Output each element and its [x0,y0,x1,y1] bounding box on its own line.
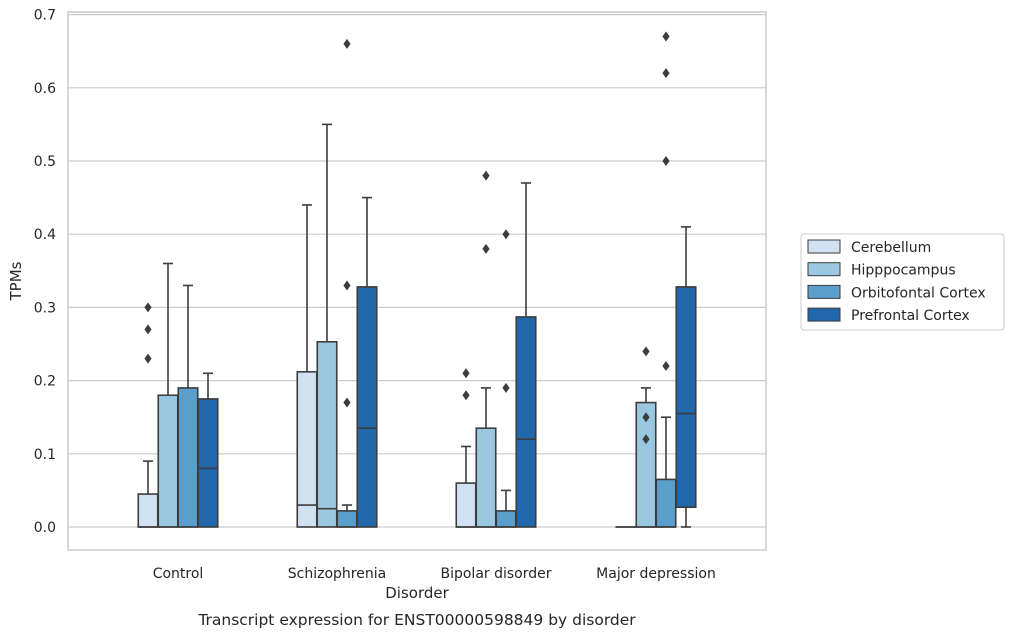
outlier-point [343,397,351,408]
outlier-point [502,229,510,240]
outlier-point [343,38,351,49]
chart-caption: Transcript expression for ENST0000059884… [197,611,636,629]
box-body [316,341,338,528]
x-tick-labels: Control Schizophrenia Bipolar disorder Majo… [153,566,716,582]
box-body [197,398,219,528]
box-body [177,387,199,528]
outlier-point [642,412,650,423]
x-tick-label: Control [153,566,204,582]
outlier-point [144,324,152,335]
box-body [356,286,378,528]
legend-frame [800,233,1005,331]
box-hipppocampus [635,346,657,528]
outlier-point [343,280,351,291]
box-orbitofontal-cortex [336,38,358,528]
legend-swatch [807,284,841,299]
legend-swatch [807,239,841,254]
box-body [475,427,497,528]
legend-label: Prefrontal Cortex [851,308,970,324]
outlier-point [482,243,490,254]
outlier-point [642,434,650,445]
outlier-point [462,368,470,379]
outlier-point [462,390,470,401]
y-tick-labels: 0.0 0.1 0.2 0.3 0.4 0.5 0.6 0.7 [34,8,56,536]
outlier-point [662,156,670,166]
y-tick-label: 0.6 [34,81,56,97]
y-tick-label: 0.0 [34,520,56,536]
outlier-point [144,302,152,313]
box-body [515,316,537,528]
legend-label: Cerebellum [851,240,931,256]
box-orbitofontal-cortex [177,284,199,528]
box-prefrontal-cortex [356,196,378,528]
box-prefrontal-cortex [197,372,219,528]
outlier-point [662,31,670,42]
box-prefrontal-cortex [515,182,537,528]
box-body [455,482,477,528]
box-body [655,478,677,528]
legend: Cerebellum Hipppocampus Orbitofontal Corte… [800,233,1005,331]
box-body [495,510,517,528]
y-tick-label: 0.5 [34,154,56,170]
legend-label: Orbitofontal Cortex [851,285,986,301]
box-hipppocampus [157,262,179,528]
outlier-point [144,353,152,364]
x-tick-label: Major depression [596,566,716,582]
outlier-point [642,346,650,357]
box-body [336,510,358,528]
legend-label: Hipppocampus [851,263,956,279]
outlier-point [482,170,490,181]
box-body [157,394,179,528]
x-tick-label: Bipolar disorder [440,566,551,582]
box-hipppocampus [475,170,497,528]
x-axis-title: Disorder [385,584,449,602]
legend-swatch [807,307,841,322]
plot-frame [67,11,767,551]
outlier-point [662,360,670,371]
outlier-point [502,382,510,393]
box-hipppocampus [316,123,338,528]
box-body [296,371,318,528]
box-prefrontal-cortex [675,226,697,528]
box-series [137,31,697,528]
y-axis-title: TPMs [7,261,25,301]
outlier-point [662,68,670,79]
y-tick-label: 0.4 [34,227,56,243]
y-tick-label: 0.1 [34,447,56,463]
x-tick-label: Schizophrenia [288,566,386,582]
box-body [675,286,697,509]
box-cerebellum [137,302,159,528]
y-tick-label: 0.7 [34,8,56,24]
y-tick-label: 0.2 [34,374,56,390]
legend-swatch [807,262,841,277]
y-tick-label: 0.3 [34,300,56,316]
box-body [137,493,159,528]
